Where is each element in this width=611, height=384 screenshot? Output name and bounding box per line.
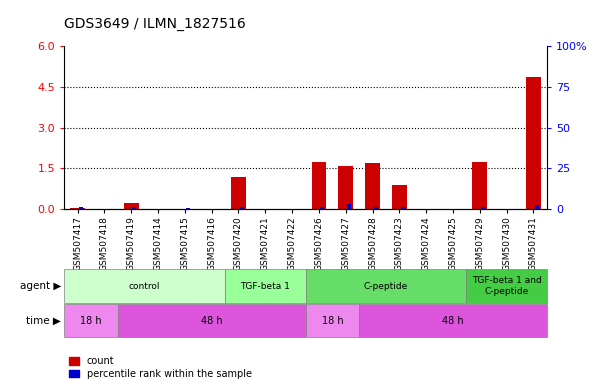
Bar (400, 207, 404, 209)
Text: 48 h: 48 h (442, 316, 464, 326)
Bar (472, 162, 487, 209)
Bar (231, 177, 246, 209)
Bar (374, 207, 378, 209)
Bar (359, 304, 547, 337)
Text: 18 h: 18 h (321, 316, 343, 326)
Bar (240, 207, 244, 209)
Text: 48 h: 48 h (201, 316, 222, 326)
Bar (535, 205, 539, 209)
Text: time ▶: time ▶ (26, 316, 61, 326)
Bar (70, 208, 85, 209)
Bar (225, 270, 306, 303)
Bar (118, 304, 306, 337)
Text: GDS3649 / ILMN_1827516: GDS3649 / ILMN_1827516 (64, 17, 246, 31)
Bar (79, 207, 83, 209)
Bar (133, 207, 136, 209)
Bar (186, 208, 190, 209)
Text: 18 h: 18 h (80, 316, 102, 326)
Bar (466, 270, 547, 303)
Text: C-peptide: C-peptide (364, 281, 408, 291)
Bar (312, 162, 326, 209)
Text: TGF-beta 1: TGF-beta 1 (240, 281, 290, 291)
Bar (365, 163, 380, 209)
Text: agent ▶: agent ▶ (20, 281, 61, 291)
Bar (124, 203, 139, 209)
Text: control: control (129, 281, 160, 291)
Bar (306, 270, 466, 303)
Bar (320, 207, 324, 209)
Bar (64, 304, 118, 337)
Bar (481, 207, 485, 209)
Bar (526, 77, 541, 209)
Bar (392, 185, 407, 209)
Bar (347, 204, 351, 209)
Bar (64, 270, 225, 303)
Text: TGF-beta 1 and
C-peptide: TGF-beta 1 and C-peptide (472, 276, 541, 296)
Bar (338, 166, 353, 209)
Bar (306, 304, 359, 337)
Legend: count, percentile rank within the sample: count, percentile rank within the sample (69, 356, 252, 379)
